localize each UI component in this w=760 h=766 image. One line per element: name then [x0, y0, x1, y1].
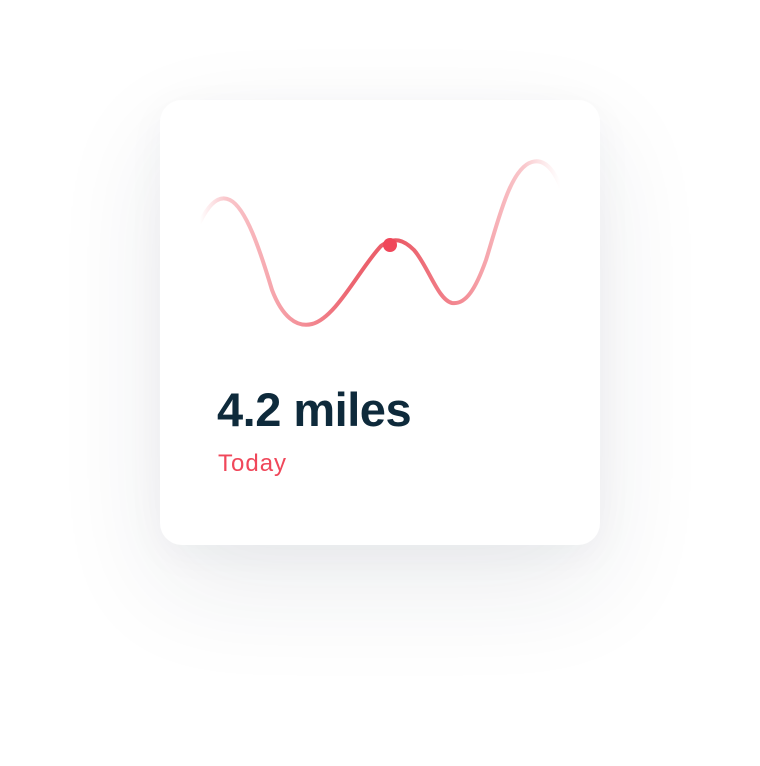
current-point-marker [383, 238, 397, 252]
activity-wave-chart [198, 159, 566, 327]
period-label: Today [218, 450, 288, 477]
wave-line [198, 159, 566, 327]
distance-value: 4.2 miles [217, 383, 412, 436]
activity-card[interactable]: 4.2 miles Today [160, 100, 600, 545]
